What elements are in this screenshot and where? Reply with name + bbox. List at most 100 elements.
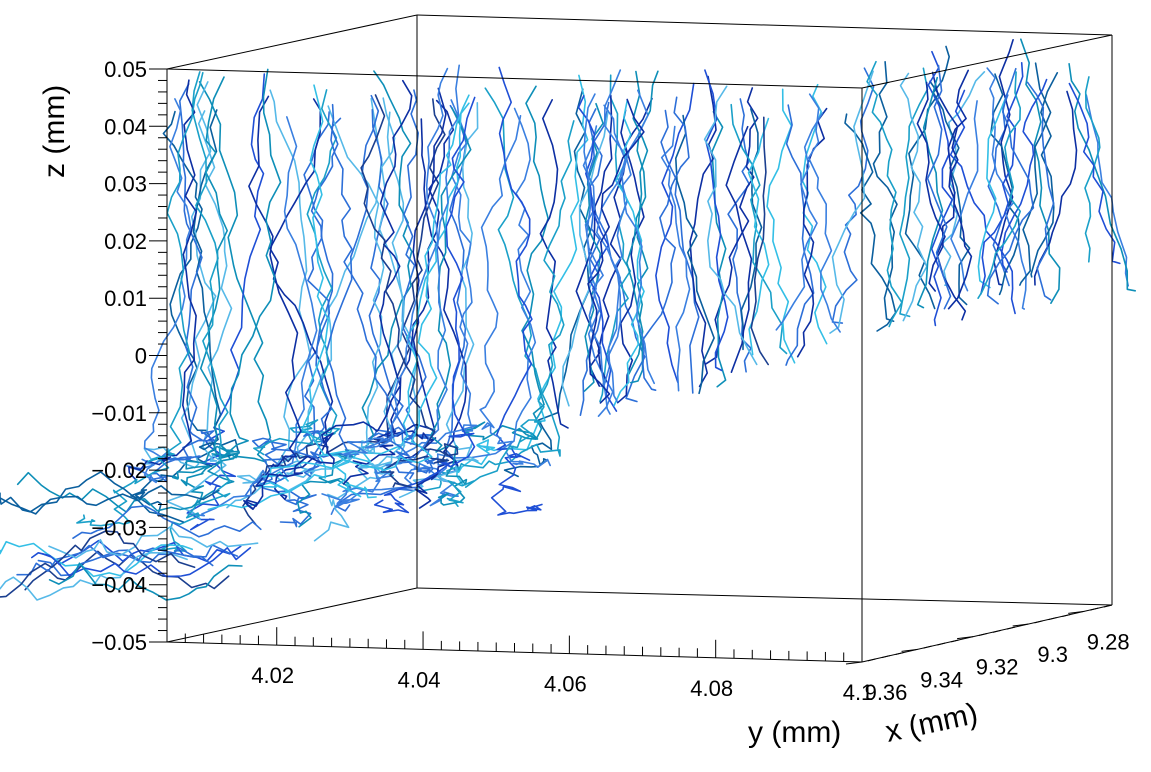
trajectory-line	[980, 62, 1024, 295]
trajectory-line	[456, 74, 589, 487]
z-tick-label: 0.01	[104, 286, 147, 311]
trajectory-line	[166, 110, 233, 520]
trajectory-line	[785, 104, 815, 366]
trajectory-line	[561, 109, 609, 407]
trajectory-line	[414, 118, 467, 509]
trajectory-line	[1068, 63, 1136, 292]
x-minor-tick	[992, 629, 1002, 633]
trajectory-line	[0, 530, 196, 598]
x-tick-label: 9.28	[1087, 629, 1130, 654]
trajectory-line	[159, 71, 231, 552]
trajectory-line	[72, 505, 262, 539]
z-tick-label: 0.03	[104, 172, 147, 197]
trajectory-line	[916, 76, 944, 309]
x-tick-label: 9.34	[920, 667, 963, 692]
trajectory-line	[766, 88, 796, 364]
x-minor-tick	[1103, 604, 1113, 608]
x-minor-tick	[923, 645, 932, 649]
x-minor-tick	[1048, 617, 1057, 621]
trajectory-line	[1026, 81, 1055, 301]
x-tick-label: 9.36	[865, 680, 908, 705]
trajectory-line	[577, 95, 618, 412]
trajectory-line	[422, 87, 561, 492]
trajectory-line	[48, 562, 243, 601]
trajectory-line	[148, 83, 217, 483]
trajectory-line	[977, 97, 1007, 289]
z-axis-ticks: 0.05 0.04 0.03 0.02 0.01 0 −0.01 −0.02 −0.03 −0.0…	[91, 57, 167, 655]
trajectory-line	[0, 471, 185, 523]
x-minor-tick	[1089, 607, 1099, 611]
trajectory-line	[986, 67, 1035, 305]
x-major-tick	[845, 661, 863, 665]
y-axis-ticks: 4.02 4.04 4.06 4.08 4.1	[166, 627, 873, 705]
trajectory-line	[16, 471, 215, 513]
trajectory-line	[186, 73, 266, 531]
trajectory-line	[704, 87, 759, 365]
x-minor-tick	[978, 633, 988, 636]
trajectory-line	[0, 485, 220, 515]
trajectory-line	[141, 81, 217, 469]
x-minor-tick	[937, 642, 946, 646]
trajectory-line	[1019, 62, 1052, 286]
trajectory-line	[262, 84, 349, 482]
frame-edge	[166, 14, 418, 70]
trajectory-line	[342, 67, 449, 456]
x-minor-tick	[867, 658, 877, 662]
trajectory-line	[24, 550, 230, 591]
trajectory-line	[172, 76, 240, 480]
x-axis-ticks: 9.36 9.34 9.32 9.3 9.28	[845, 604, 1130, 705]
z-tick-label: 0.05	[104, 57, 147, 82]
trajectory-line	[949, 89, 1016, 315]
trajectory-line	[16, 544, 214, 576]
z-tick-label: −0.01	[91, 401, 147, 426]
trajectory-line	[373, 96, 476, 514]
trajectory-line	[503, 88, 592, 478]
x-minor-tick	[881, 655, 890, 659]
z-axis-title: z (mm)	[38, 85, 71, 178]
trajectory-line	[263, 79, 413, 485]
trajectory-line	[180, 81, 272, 505]
frame-edge	[416, 587, 1113, 606]
trajectory-line	[330, 103, 415, 480]
trajectory-line	[899, 67, 929, 318]
trajectory-line	[31, 546, 252, 578]
x-minor-tick	[951, 639, 960, 643]
frame-edge	[416, 14, 1113, 36]
trajectory-line	[660, 109, 700, 394]
trajectory-line	[128, 79, 198, 482]
trajectory-line	[479, 115, 551, 468]
trajectory-line	[330, 99, 478, 515]
trajectory-line	[730, 103, 788, 355]
trajectory-line	[775, 112, 824, 331]
z-tick-label: −0.05	[91, 630, 147, 655]
trajectory-line	[941, 71, 986, 286]
trajectory-line	[660, 125, 691, 392]
trajectory-line	[446, 120, 575, 507]
trajectory-line	[926, 64, 952, 310]
trajectory-line	[747, 117, 770, 356]
trajectory-line	[1020, 38, 1061, 304]
trajectory-line	[583, 102, 604, 392]
x-tick-label: 9.32	[976, 655, 1019, 680]
trajectory-layer	[0, 38, 1136, 601]
trajectory-line	[626, 70, 659, 375]
trajectory-line	[48, 525, 259, 559]
trajectory-line	[807, 93, 841, 333]
x-major-tick	[901, 648, 918, 652]
trajectory-line	[916, 81, 967, 321]
x-minor-tick	[895, 652, 904, 655]
z-tick-label: −0.02	[91, 458, 147, 483]
trajectory-line	[244, 94, 380, 497]
trajectory-line	[844, 113, 897, 332]
frame-edge	[166, 587, 418, 643]
trajectory-line	[977, 71, 1021, 299]
trajectory-line	[333, 94, 470, 499]
trajectory-line	[675, 114, 715, 395]
trajectory-line	[539, 99, 569, 429]
trajectory-line	[990, 73, 1021, 296]
trajectory-line	[740, 108, 763, 351]
trajectory-line	[416, 107, 537, 507]
trajectory-line	[126, 98, 192, 484]
trajectory-line	[801, 83, 828, 345]
